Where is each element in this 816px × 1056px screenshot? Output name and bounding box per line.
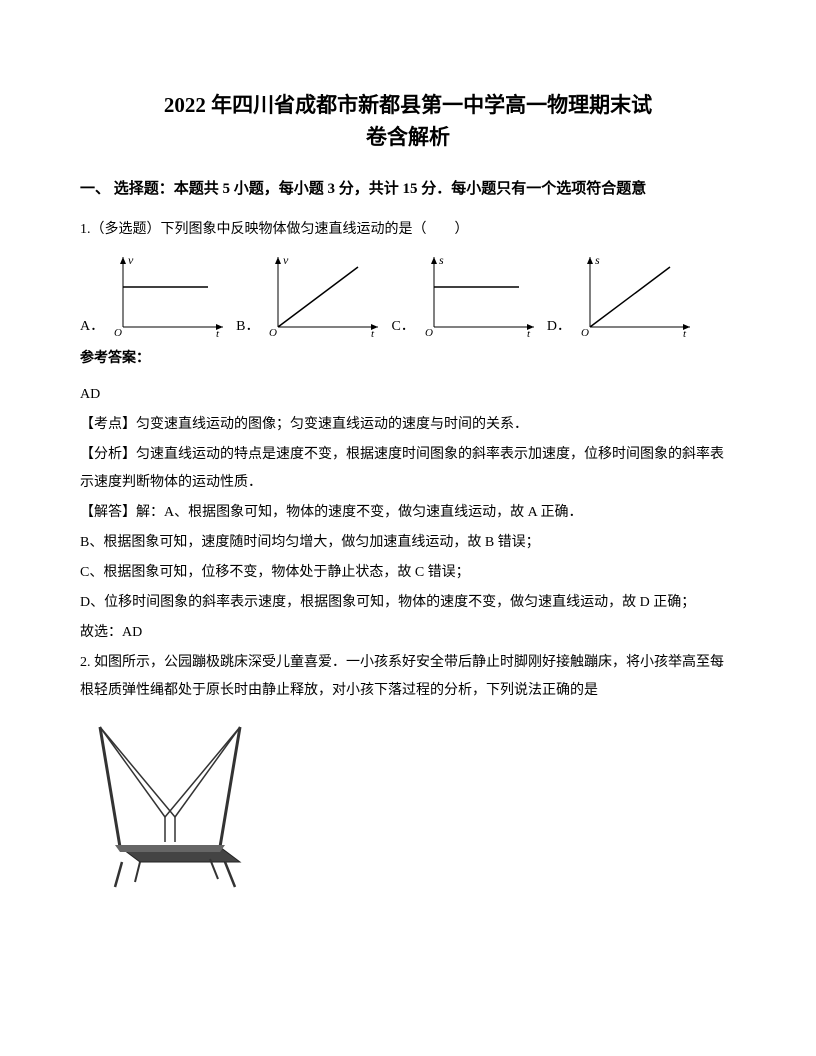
trampoline-icon bbox=[80, 717, 260, 897]
svg-text:t: t bbox=[683, 328, 687, 337]
solve-d: D、位移时间图象的斜率表示速度，根据图象可知，物体的速度不变，做匀速直线运动，故… bbox=[80, 589, 736, 617]
option-c-label: C． bbox=[391, 315, 414, 337]
exam-point: 【考点】匀变速直线运动的图像；匀变速直线运动的速度与时间的关系． bbox=[80, 411, 736, 439]
option-a: A． v t O bbox=[80, 252, 228, 337]
option-c: C． s t O bbox=[391, 252, 538, 337]
graph-d-icon: s t O bbox=[575, 252, 695, 337]
question-1-text: 1.（多选题）下列图象中反映物体做匀速直线运动的是（ ） bbox=[80, 217, 736, 242]
conclusion: 故选：AD bbox=[80, 619, 736, 647]
svg-text:s: s bbox=[595, 253, 600, 267]
page-title: 2022 年四川省成都市新都县第一中学高一物理期末试 卷含解析 bbox=[80, 90, 736, 153]
svg-text:v: v bbox=[283, 253, 289, 267]
svg-text:O: O bbox=[269, 327, 277, 337]
svg-text:O: O bbox=[425, 327, 433, 337]
answer-label: 参考答案： bbox=[80, 347, 736, 367]
option-d-label: D． bbox=[547, 315, 571, 337]
graph-c-icon: s t O bbox=[419, 252, 539, 337]
section-header: 一、 选择题：本题共 5 小题，每小题 3 分，共计 15 分．每小题只有一个选… bbox=[80, 177, 736, 201]
title-line1: 2022 年四川省成都市新都县第一中学高一物理期末试 bbox=[80, 90, 736, 122]
question-1-options: A． v t O B． v t O C． bbox=[80, 252, 736, 337]
graph-a-icon: v t O bbox=[108, 252, 228, 337]
option-d: D． s t O bbox=[547, 252, 695, 337]
graph-b-icon: v t O bbox=[263, 252, 383, 337]
option-b: B． v t O bbox=[236, 252, 383, 337]
svg-text:O: O bbox=[114, 327, 122, 337]
title-line2: 卷含解析 bbox=[80, 122, 736, 154]
analysis: 【分析】匀速直线运动的特点是速度不变，根据速度时间图象的斜率表示加速度，位移时间… bbox=[80, 441, 736, 497]
answer-value: AD bbox=[80, 381, 736, 409]
svg-text:t: t bbox=[371, 328, 375, 337]
option-b-label: B． bbox=[236, 315, 259, 337]
option-a-label: A． bbox=[80, 315, 104, 337]
svg-text:O: O bbox=[581, 327, 589, 337]
svg-text:v: v bbox=[128, 253, 134, 267]
svg-text:s: s bbox=[439, 253, 444, 267]
svg-text:t: t bbox=[216, 328, 220, 337]
svg-text:t: t bbox=[527, 328, 531, 337]
question-2-text: 2. 如图所示，公园蹦极跳床深受儿童喜爱．一小孩系好安全带后静止时脚刚好接触蹦床… bbox=[80, 649, 736, 705]
solve-a: 【解答】解：A、根据图象可知，物体的速度不变，做匀速直线运动，故 A 正确． bbox=[80, 499, 736, 527]
solve-c: C、根据图象可知，位移不变，物体处于静止状态，故 C 错误； bbox=[80, 559, 736, 587]
solve-b: B、根据图象可知，速度随时间均匀增大，做匀加速直线运动，故 B 错误； bbox=[80, 529, 736, 557]
